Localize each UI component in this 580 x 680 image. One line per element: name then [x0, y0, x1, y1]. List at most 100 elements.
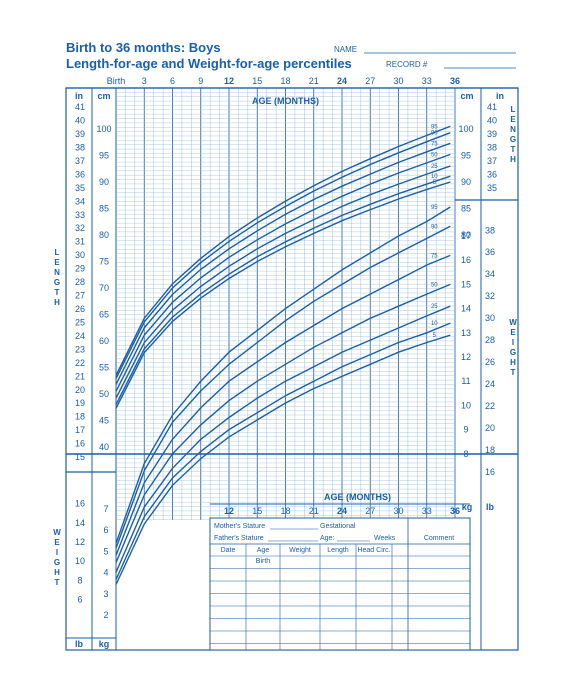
- length-cm-tick: 90: [99, 177, 109, 187]
- length-in-tick: 33: [75, 210, 85, 220]
- unit-kg-label: kg: [99, 639, 110, 649]
- weight-lb-tick: 16: [75, 499, 85, 509]
- length-cm-tick: 85: [99, 204, 109, 214]
- form-column-header: Length: [327, 547, 349, 554]
- weight-side-label: W: [53, 528, 61, 537]
- length-side-label-right: N: [510, 125, 516, 134]
- length-curve-p25: [115, 165, 451, 399]
- length-in-tick: 19: [75, 398, 85, 408]
- age-axis-label-lower: AGE (MONTHS): [324, 492, 391, 502]
- length-cm-tick: 55: [99, 363, 109, 373]
- length-in-tick: 15: [75, 452, 85, 462]
- age-label: Age:: [320, 535, 334, 542]
- length-percentile-label: 95: [431, 124, 438, 130]
- weight-kg-tick-right: 12: [461, 352, 471, 362]
- length-in-tick: 40: [75, 116, 85, 126]
- length-in-tick-right: 40: [487, 116, 497, 126]
- length-in-tick: 37: [75, 156, 85, 166]
- weight-lb-tick: 14: [75, 518, 85, 528]
- length-percentile-label: 25: [431, 164, 438, 170]
- weight-percentile-label: 10: [431, 321, 438, 327]
- weight-lb-tick: 10: [75, 556, 85, 566]
- fathers-stature-label: Father's Stature: [214, 535, 264, 542]
- weight-side-label-right: T: [511, 368, 516, 377]
- age-tick-label: 21: [309, 76, 319, 86]
- weight-lb-tick-right: 26: [485, 357, 495, 367]
- length-cm-tick-right: 90: [461, 177, 471, 187]
- weight-lb-tick-right: 22: [485, 401, 495, 411]
- length-in-tick: 36: [75, 169, 85, 179]
- name-label: NAME: [334, 45, 357, 54]
- length-side-label-right: G: [510, 135, 516, 144]
- weight-curve-p25: [115, 305, 451, 573]
- length-percentile-label: 50: [431, 152, 438, 158]
- lower-age-tick-label: 15: [252, 506, 262, 516]
- length-in-tick: 24: [75, 331, 85, 341]
- weight-side-label: G: [54, 558, 60, 567]
- weight-curve-p90: [115, 225, 451, 549]
- weight-curve-p75: [115, 254, 451, 556]
- age-tick-label: 33: [422, 76, 432, 86]
- length-in-tick: 35: [75, 183, 85, 193]
- weight-percentile-label: 75: [431, 253, 438, 259]
- lower-age-tick-label: 18: [280, 506, 290, 516]
- length-side-label: E: [54, 258, 60, 267]
- lower-age-tick-label: 21: [309, 506, 319, 516]
- weight-side-label: T: [55, 578, 60, 587]
- length-in-tick: 29: [75, 264, 85, 274]
- length-curve-p75: [115, 142, 451, 385]
- weight-kg-tick: 3: [103, 589, 108, 599]
- length-cm-tick: 40: [99, 442, 109, 452]
- weight-percentile-label: 95: [431, 205, 438, 211]
- weight-kg-tick-right: 13: [461, 328, 471, 338]
- length-curve-p95: [115, 125, 451, 376]
- length-cm-tick: 60: [99, 336, 109, 346]
- weight-curve-p95: [115, 206, 451, 544]
- weight-kg-tick-right: 14: [461, 304, 471, 314]
- weeks-label: Weeks: [374, 535, 396, 542]
- length-in-tick: 20: [75, 385, 85, 395]
- mothers-stature-label: Mother's Stature: [214, 523, 265, 530]
- length-side-label-right: T: [511, 145, 516, 154]
- length-cm-tick: 65: [99, 310, 109, 320]
- weight-kg-tick-right: 8: [463, 449, 468, 459]
- weight-lb-tick-right: 38: [485, 225, 495, 235]
- weight-percentile-label: 25: [431, 304, 438, 310]
- weight-curve-p10: [115, 322, 451, 580]
- measurement-form: Mother's Stature Gestational Father's Stat…: [209, 517, 471, 651]
- weight-percentile-label: 50: [431, 282, 438, 288]
- length-percentile-label: 5: [433, 180, 437, 186]
- weight-lb-tick: 6: [77, 595, 82, 605]
- unit-cm-label: cm: [97, 91, 110, 101]
- lower-age-tick-label: 12: [224, 506, 234, 516]
- age-tick-label: 24: [337, 76, 347, 86]
- length-cm-tick: 80: [99, 230, 109, 240]
- weight-side-label-right: G: [510, 348, 516, 357]
- length-side-label-right: E: [510, 115, 516, 124]
- length-in-tick-right: 39: [487, 129, 497, 139]
- form-frame: [209, 517, 471, 651]
- length-in-tick: 41: [75, 102, 85, 112]
- length-in-tick: 38: [75, 142, 85, 152]
- weight-kg-tick: 6: [103, 525, 108, 535]
- length-cm-tick-right: 100: [458, 124, 473, 134]
- weight-lb-tick: 12: [75, 537, 85, 547]
- weight-lb-tick-right: 34: [485, 269, 495, 279]
- age-axis-label: AGE (MONTHS): [252, 96, 319, 106]
- weight-lb-tick-right: 18: [485, 445, 495, 455]
- form-column-header: Head Circ.: [357, 547, 390, 554]
- length-percentile-label: 75: [431, 141, 438, 147]
- length-in-tick-right: 36: [487, 169, 497, 179]
- age-tick-label: 6: [170, 76, 175, 86]
- length-in-tick: 30: [75, 250, 85, 260]
- length-in-tick: 18: [75, 412, 85, 422]
- weight-kg-tick-right: 17: [461, 231, 471, 241]
- weight-lb-tick-right: 16: [485, 467, 495, 477]
- weight-percentile-label: 90: [431, 224, 438, 230]
- weight-kg-tick: 4: [103, 568, 108, 578]
- length-in-tick: 17: [75, 425, 85, 435]
- length-curve-p5: [115, 181, 451, 409]
